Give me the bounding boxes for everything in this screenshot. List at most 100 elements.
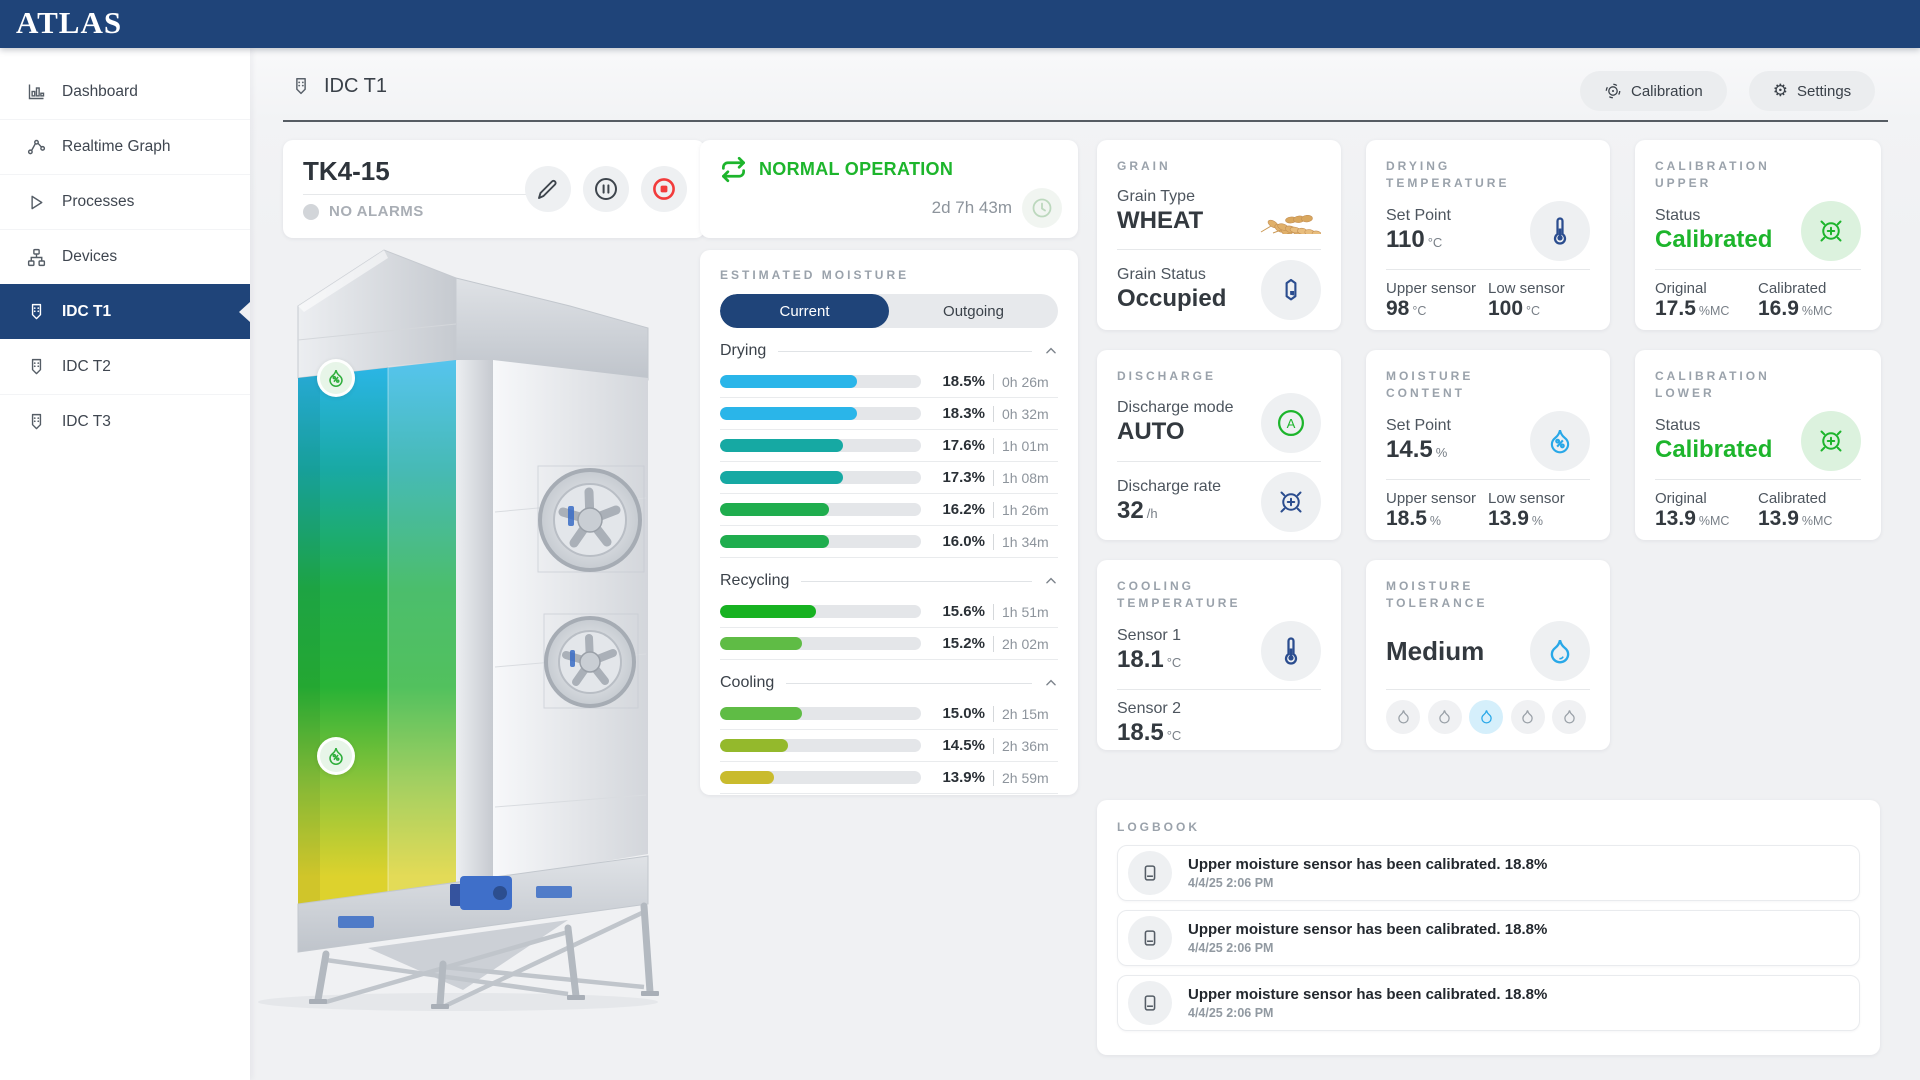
divider: [303, 194, 553, 195]
unit-card: TK4-15 NO ALARMS: [283, 140, 705, 238]
grain-card-title: GRAIN: [1117, 159, 1171, 173]
drying-temperature-card: DRYING TEMPERATURE Set Point 110 °C Upper…: [1366, 140, 1610, 330]
tolerance-level-2[interactable]: [1427, 699, 1462, 734]
low-sensor-label: Low sensor: [1488, 489, 1565, 507]
calibrated-value: 13.9: [1758, 506, 1799, 530]
alarm-status-label: NO ALARMS: [329, 203, 424, 220]
calibration-lower-title: CALIBRATION LOWER: [1655, 369, 1770, 401]
tolerance-level-3[interactable]: [1469, 699, 1503, 734]
chevron-up-icon[interactable]: [1044, 344, 1058, 358]
setpoint-value: 14.5: [1386, 435, 1433, 463]
tolerance-value: Medium: [1386, 635, 1485, 666]
grain-status-value: Occupied: [1117, 285, 1227, 313]
moisture-row: 16.0% 1h 34m: [720, 526, 1058, 558]
original-label: Original: [1655, 489, 1707, 507]
repeat-cycle-icon: [722, 156, 745, 183]
realtime-graph-icon: [27, 139, 46, 154]
settings-button[interactable]: ⚙ Settings: [1748, 71, 1876, 111]
book-icon: [1128, 981, 1172, 1025]
moisture-row: 18.5% 0h 26m: [720, 366, 1058, 398]
edit-button[interactable]: [525, 166, 571, 212]
pencil-icon: [538, 180, 557, 199]
sidebar-item-idc-t1[interactable]: IDC T1: [0, 284, 250, 339]
discharge-mode-label: Discharge mode: [1117, 399, 1234, 417]
calibrated-value: 16.9: [1758, 296, 1799, 320]
page-title-text: IDC T1: [324, 75, 387, 97]
setpoint-value: 110: [1386, 225, 1425, 253]
logbook-message: Upper moisture sensor has been calibrate…: [1188, 921, 1548, 938]
moisture-tabs: Current Outgoing: [720, 294, 1058, 328]
setpoint-label: Set Point: [1386, 416, 1451, 434]
thermometer-icon: [1261, 620, 1321, 681]
calibration-target-icon: [1801, 200, 1861, 261]
tolerance-level-1[interactable]: [1386, 699, 1420, 734]
calibration-button[interactable]: Calibration: [1580, 71, 1727, 111]
calibration-upper-title: CALIBRATION UPPER: [1655, 159, 1770, 191]
dryer-3d-visualization: [258, 249, 659, 1011]
header-divider: [283, 120, 1888, 122]
moisture-tolerance-card: MOISTURE TOLERANCE Medium: [1366, 560, 1610, 750]
processes-icon: [31, 195, 43, 209]
sidebar-item-dashboard[interactable]: Dashboard: [0, 64, 250, 119]
tab-current[interactable]: Current: [720, 294, 889, 328]
moisture-row: 15.0% 2h 15m: [720, 698, 1058, 730]
moisture-content-card: MOISTURE CONTENT Set Point 14.5% Upper s…: [1366, 350, 1610, 540]
page-title: IDC T1: [290, 75, 387, 98]
logbook-title: LOGBOOK: [1117, 820, 1200, 834]
discharge-mode-value: AUTO: [1117, 418, 1185, 446]
moisture-tolerance-title: MOISTURE TOLERANCE: [1386, 579, 1488, 611]
discharge-rate-unit: /h: [1146, 506, 1158, 522]
history-clock-icon: [1022, 188, 1062, 228]
original-value: 17.5: [1655, 296, 1696, 320]
tolerance-level-5[interactable]: [1552, 699, 1586, 734]
discharge-card: DISCHARGE Discharge mode AUTO A Discharg…: [1097, 350, 1341, 540]
sidebar-item-idc-t2[interactable]: IDC T2: [0, 339, 250, 394]
logbook-card: LOGBOOK Upper moisture sensor has been c…: [1097, 800, 1880, 1055]
upper-sensor-label: Upper sensor: [1386, 279, 1477, 297]
logbook-timestamp: 4/4/25 2:06 PM: [1188, 1006, 1274, 1020]
moisture-content-title: MOISTURE CONTENT: [1386, 369, 1474, 401]
status-label: Status: [1655, 416, 1701, 434]
sidebar-item-label: IDC T3: [62, 413, 111, 430]
low-sensor-label: Low sensor: [1488, 279, 1565, 297]
drying-temperature-title: DRYING TEMPERATURE: [1386, 159, 1510, 191]
calibrated-label: Calibrated: [1758, 279, 1827, 297]
grain-status-label: Grain Status: [1117, 266, 1206, 284]
tab-outgoing[interactable]: Outgoing: [943, 302, 1004, 320]
top-bar: ATLAS: [0, 0, 1920, 48]
grain-type-value: WHEAT: [1117, 207, 1204, 235]
section-header-drying: Drying: [720, 336, 1058, 366]
sidebar-item-realtime-graph[interactable]: Realtime Graph: [0, 119, 250, 174]
estimated-moisture-card: ESTIMATED MOISTURE Current Outgoing Dryi…: [700, 250, 1078, 795]
stop-button[interactable]: [641, 166, 687, 212]
sidebar-item-label: Realtime Graph: [62, 138, 171, 155]
tolerance-level-4[interactable]: [1510, 699, 1545, 734]
low-sensor-value: 13.9: [1488, 506, 1529, 530]
sensor2-value: 18.5: [1117, 718, 1164, 746]
moisture-row: 16.2% 1h 26m: [720, 494, 1058, 526]
chevron-up-icon[interactable]: [1044, 676, 1058, 690]
moisture-sensor-badge-upper[interactable]: [317, 359, 355, 397]
wheat-image: [1260, 215, 1321, 235]
moisture-sensor-badge-lower[interactable]: [317, 737, 355, 775]
sidebar-item-idc-t3[interactable]: IDC T3: [0, 394, 250, 449]
pause-button[interactable]: [583, 166, 629, 212]
logbook-entry: Upper moisture sensor has been calibrate…: [1117, 975, 1860, 1031]
moisture-row: 15.6% 1h 51m: [720, 596, 1058, 628]
section-header-cooling: Cooling: [720, 668, 1058, 698]
devices-icon: [27, 248, 46, 266]
sidebar-item-devices[interactable]: Devices: [0, 229, 250, 284]
estimated-moisture-title: ESTIMATED MOISTURE: [720, 268, 910, 282]
original-value: 13.9: [1655, 506, 1696, 530]
dryer-icon: [31, 358, 42, 374]
calibration-upper-card: CALIBRATION UPPER Status Calibrated Orig…: [1635, 140, 1881, 330]
sidebar-item-processes[interactable]: Processes: [0, 174, 250, 229]
sensor2-label: Sensor 2: [1117, 699, 1182, 717]
app-logo: ATLAS: [16, 5, 123, 40]
sidebar-item-label: Devices: [62, 248, 118, 265]
calibrated-label: Calibrated: [1758, 489, 1827, 507]
original-label: Original: [1655, 279, 1707, 297]
chevron-up-icon[interactable]: [1044, 574, 1058, 588]
calibration-lower-card: CALIBRATION LOWER Status Calibrated Orig…: [1635, 350, 1881, 540]
status-label: Status: [1655, 206, 1701, 224]
